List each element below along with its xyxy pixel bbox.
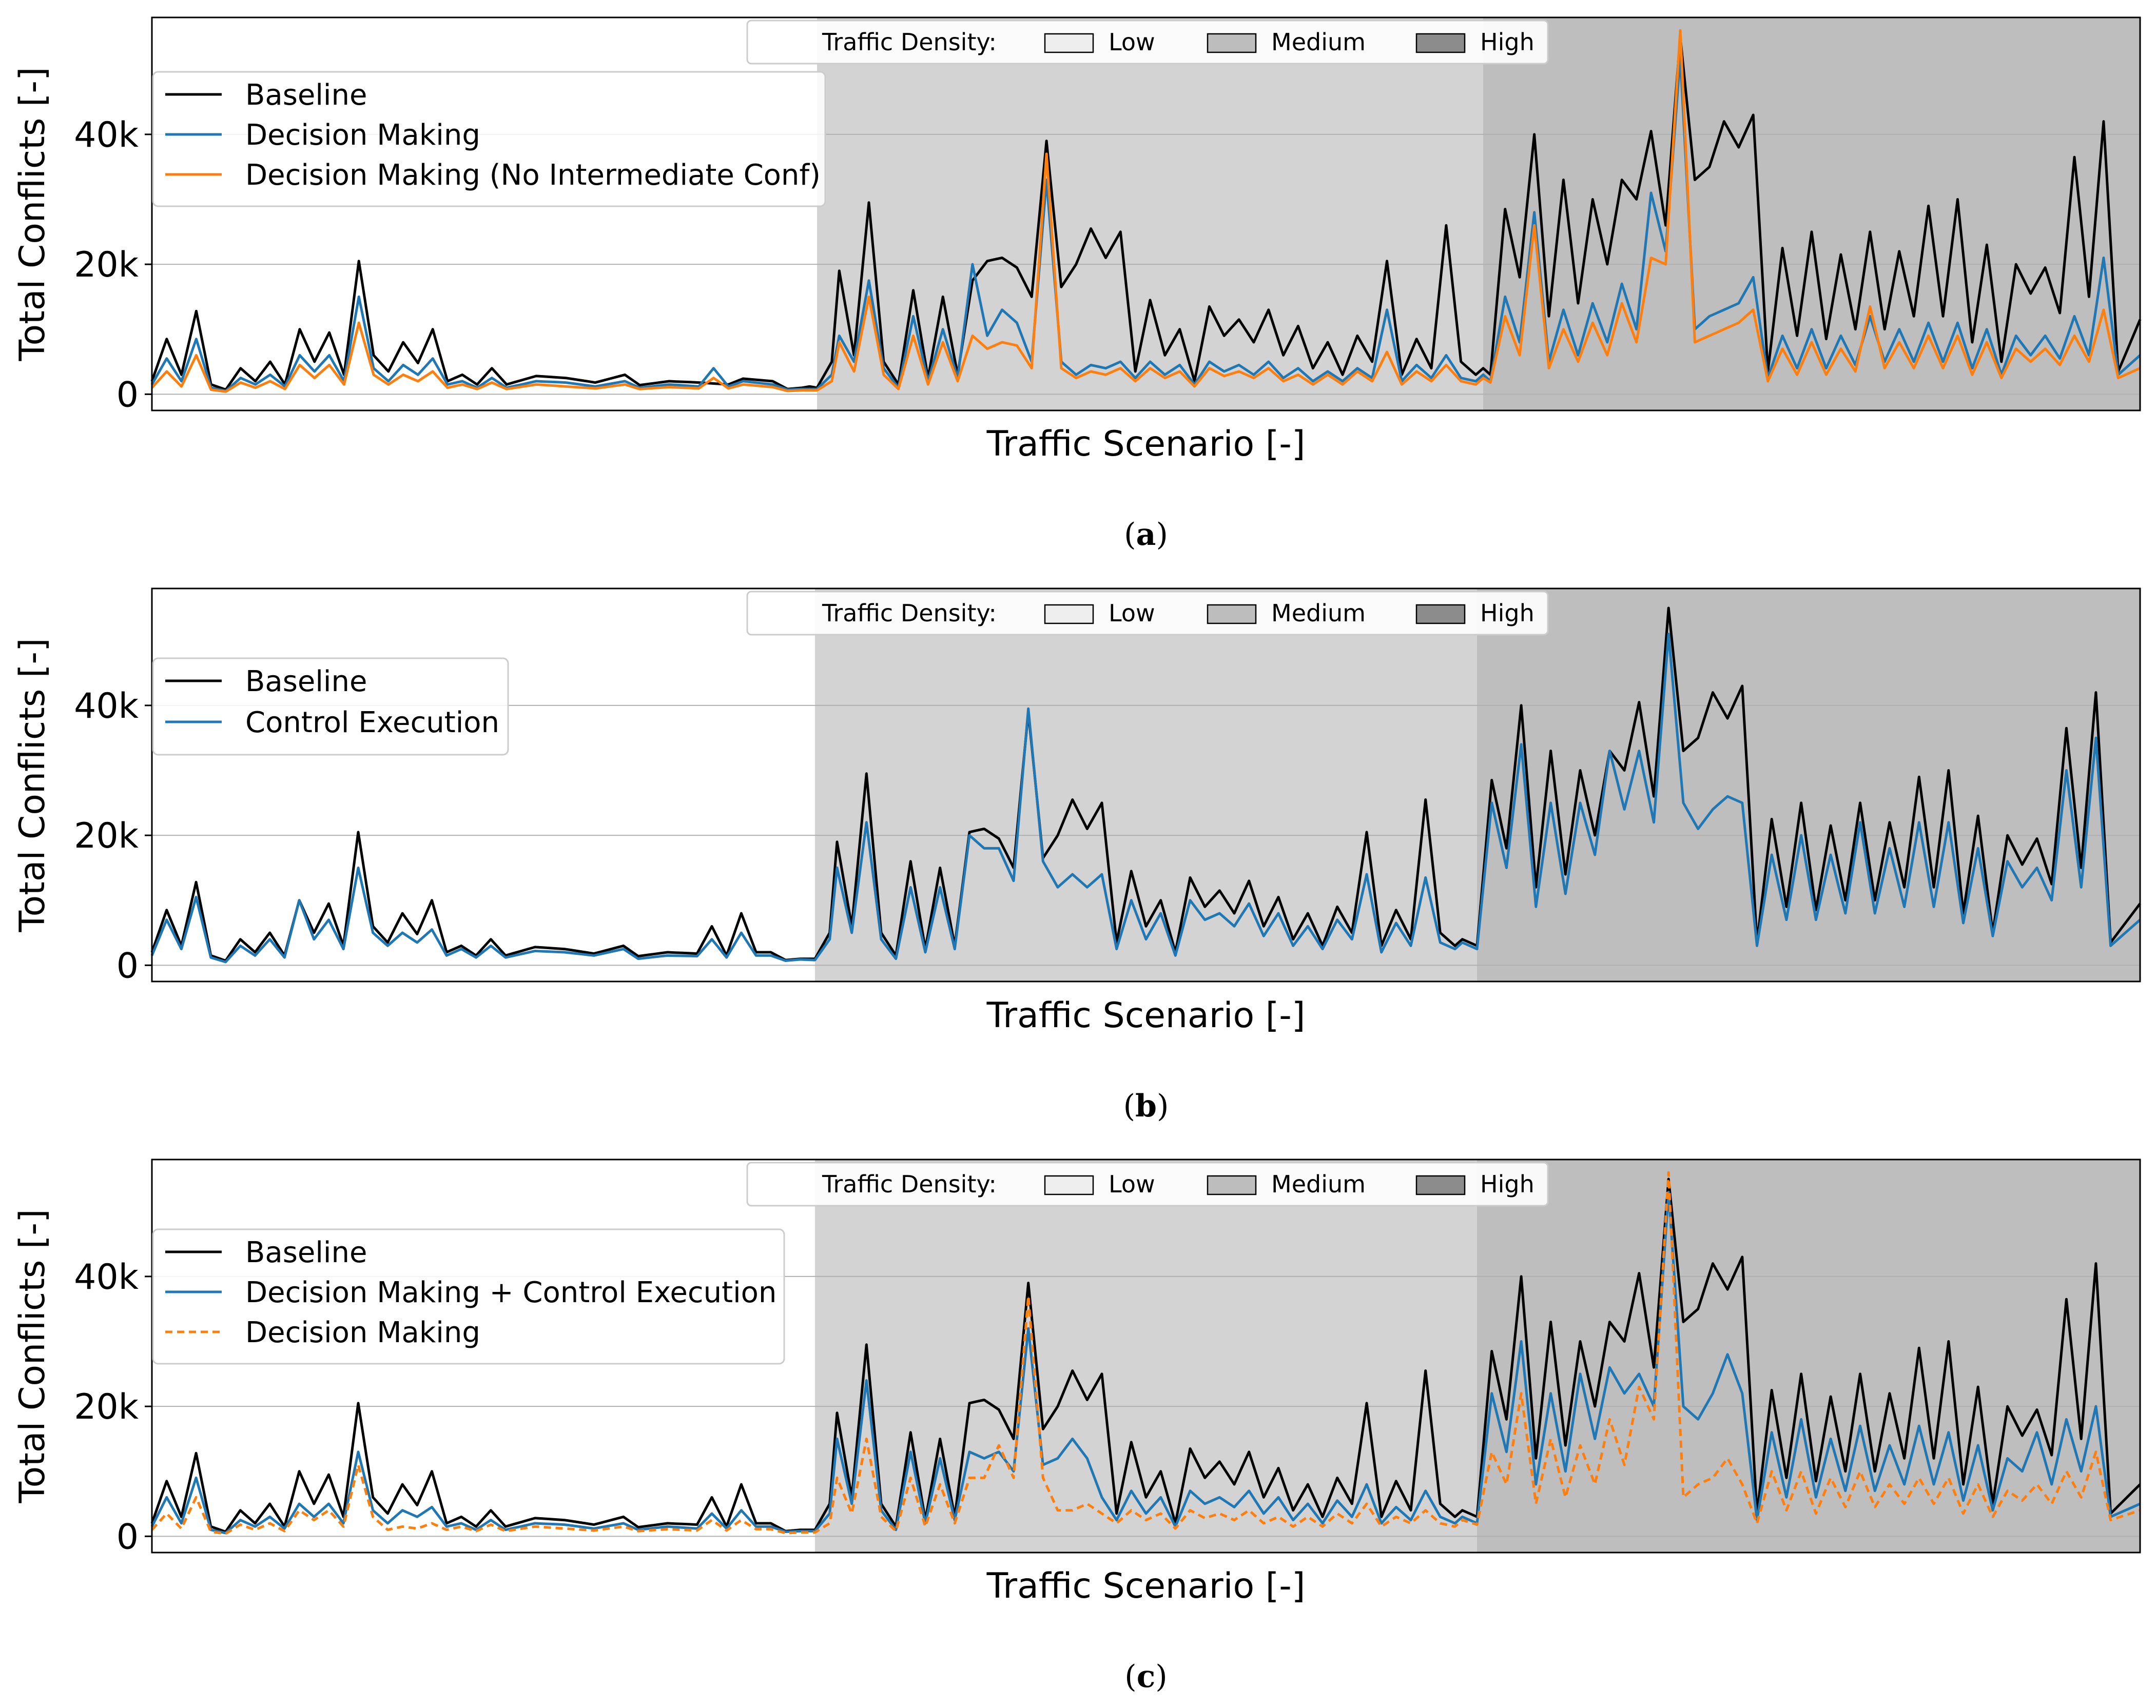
density-swatch-medium (1207, 604, 1257, 624)
region-low (152, 588, 815, 981)
plot-frame (151, 16, 2141, 411)
series-line-baseline (150, 606, 2141, 962)
chart-panel-c: 0 20k 40k Total Conflicts [-] Traffic Scenar… (12, 1159, 2141, 1695)
density-swatch-high (1415, 1175, 1466, 1195)
legend-label: Decision Making + Control Execution (245, 1276, 776, 1309)
density-legend-box (746, 1162, 1549, 1207)
x-axis-title: Traffic Scenario [-] (986, 1566, 1306, 1606)
y-tick-label: 20k (74, 1387, 139, 1427)
density-swatch-medium (1207, 1175, 1257, 1195)
density-swatch-medium (1207, 33, 1257, 53)
density-label-high: High (1480, 599, 1535, 627)
y-tick-label: 40k (74, 115, 139, 155)
density-label-low: Low (1109, 28, 1155, 56)
density-legend: Traffic Density: Low Medium High (746, 591, 1549, 636)
density-swatch-low (1044, 33, 1094, 53)
density-label-high: High (1480, 28, 1535, 56)
series-line-decision-making-control-execution (150, 1190, 2141, 1535)
series-legend: Baseline Decision Making + Control Execut… (152, 1228, 785, 1365)
density-label-medium: Medium (1271, 599, 1366, 627)
plot-frame (151, 1159, 2141, 1554)
region-high (1477, 588, 2140, 981)
density-swatch-low (1044, 1175, 1094, 1195)
density-label-low: Low (1109, 599, 1155, 627)
y-axis-title: Total Conflicts [-] (12, 67, 53, 361)
panel-caption: (a) (1124, 517, 1168, 553)
density-legend-box (746, 591, 1549, 636)
legend-label: Baseline (245, 665, 367, 698)
density-label-medium: Medium (1271, 1170, 1366, 1198)
y-tick-label: 0 (116, 375, 139, 415)
legend-box (152, 657, 509, 756)
series-line-control-execution (150, 633, 2141, 964)
region-high (1477, 1160, 2140, 1553)
density-swatch-high (1415, 604, 1466, 624)
series-legend: Baseline Decision Making Decision Making (… (152, 71, 826, 207)
legend-label: Baseline (245, 78, 367, 112)
series-line-decision-making (151, 1171, 2141, 1535)
series-line-baseline (150, 35, 2142, 391)
y-tick-label: 20k (74, 816, 139, 856)
legend-label: Decision Making (No Intermediate Conf) (245, 159, 821, 192)
density-legend: Traffic Density: Low Medium High (746, 19, 1549, 65)
legend-box (152, 1228, 785, 1365)
legend-label: Control Execution (245, 706, 499, 739)
density-label-high: High (1480, 1170, 1535, 1198)
x-axis-title: Traffic Scenario [-] (986, 424, 1306, 464)
legend-label: Decision Making (245, 119, 480, 152)
region-medium (817, 17, 1483, 410)
density-legend-title: Traffic Density: (822, 28, 997, 56)
density-legend-title: Traffic Density: (822, 599, 997, 627)
region-medium (815, 588, 1477, 981)
x-axis-title: Traffic Scenario [-] (986, 995, 1306, 1036)
density-swatch-low (1044, 604, 1094, 624)
legend-box (152, 71, 826, 207)
plot-frame (151, 587, 2141, 983)
density-legend: Traffic Density: Low Medium High (746, 1162, 1549, 1207)
series-legend: Baseline Control Execution (152, 657, 509, 756)
series-line-decision-making (150, 55, 2141, 392)
series-line-decision-making-no-intermediate-conf- (151, 29, 2141, 393)
density-label-medium: Medium (1271, 28, 1366, 56)
density-legend-box (746, 19, 1549, 65)
density-label-low: Low (1109, 1170, 1155, 1198)
legend-label: Baseline (245, 1236, 367, 1269)
y-tick-label: 0 (116, 1517, 139, 1557)
panel-caption: (c) (1124, 1659, 1167, 1695)
chart-panel-a: 0 20k 40k Total Conflicts [-] Traffic Scenar… (12, 16, 2142, 553)
y-tick-label: 0 (116, 946, 139, 986)
density-legend-title: Traffic Density: (822, 1170, 997, 1198)
y-tick-label: 40k (74, 686, 139, 727)
density-swatch-high (1415, 33, 1466, 53)
chart-panel-b: 0 20k 40k Total Conflicts [-] Traffic Scenar… (12, 587, 2141, 1124)
y-tick-label: 20k (74, 245, 139, 285)
series-line-baseline (150, 1177, 2141, 1533)
y-axis-title: Total Conflicts [-] (12, 638, 53, 932)
panel-caption: (b) (1123, 1088, 1169, 1124)
y-axis-title: Total Conflicts [-] (12, 1209, 53, 1503)
legend-label: Decision Making (245, 1316, 480, 1349)
y-tick-label: 40k (74, 1257, 139, 1298)
